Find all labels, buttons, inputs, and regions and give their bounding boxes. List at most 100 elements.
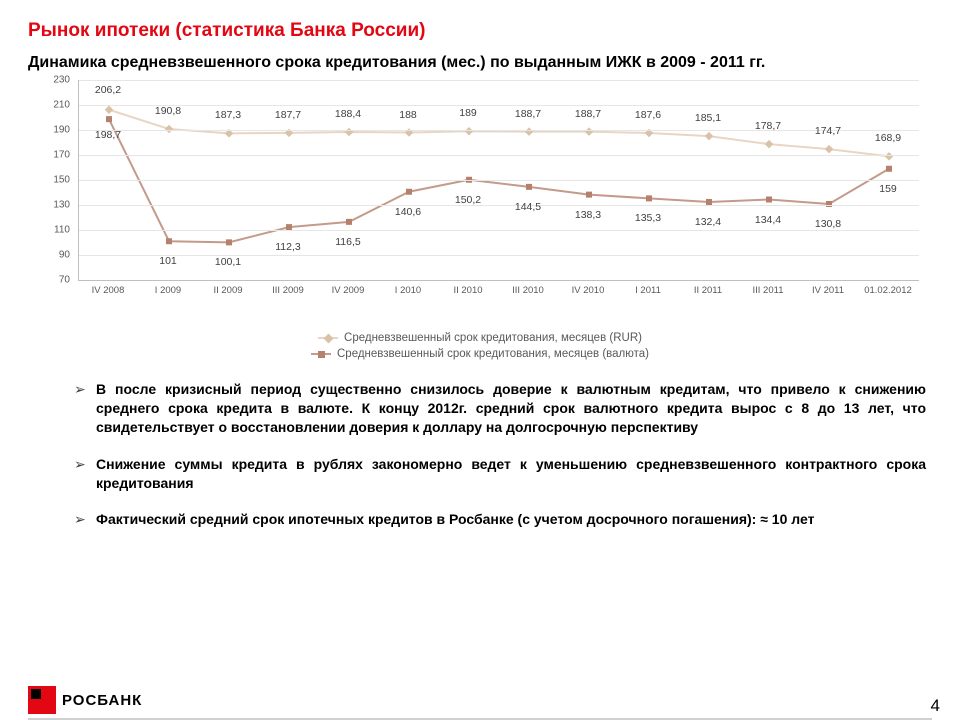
x-tick-label: IV 2009	[332, 285, 365, 296]
x-tick-label: I 2009	[155, 285, 181, 296]
data-label: 132,4	[695, 216, 721, 228]
x-tick-label: II 2011	[694, 285, 722, 296]
data-label: 116,5	[335, 236, 361, 248]
x-tick-label: I 2011	[635, 285, 661, 296]
data-label: 187,3	[215, 109, 241, 121]
data-marker	[166, 238, 172, 244]
data-marker	[825, 145, 833, 153]
legend-item-rur: Средневзвешенный срок кредитования, меся…	[318, 332, 642, 344]
y-tick-label: 110	[54, 225, 70, 236]
data-marker	[886, 166, 892, 172]
data-label: 138,3	[575, 209, 601, 221]
bullet-item: Фактический средний срок ипотечных креди…	[74, 510, 926, 529]
bullet-item: В после кризисный период существенно сни…	[74, 380, 926, 437]
data-label: 135,3	[635, 212, 661, 224]
footer: РОСБАНК 4	[0, 678, 960, 720]
x-tick-label: IV 2008	[92, 285, 125, 296]
grid-line	[79, 80, 919, 81]
y-tick-label: 190	[53, 125, 70, 136]
data-label: 188,7	[575, 108, 601, 120]
line-chart: 7090110130150170190210230 IV 2008I 2009I…	[48, 80, 918, 320]
data-label: 187,6	[635, 109, 661, 121]
x-tick-label: IV 2010	[572, 285, 605, 296]
logo-icon	[28, 686, 56, 714]
data-marker	[585, 127, 593, 135]
data-label: 185,1	[695, 112, 721, 124]
x-tick-label: III 2011	[753, 285, 784, 296]
y-axis: 7090110130150170190210230	[48, 80, 74, 280]
data-label: 168,9	[875, 132, 901, 144]
data-marker	[346, 219, 352, 225]
logo-text: РОСБАНК	[62, 692, 142, 709]
grid-line	[79, 155, 919, 156]
legend-label: Средневзвешенный срок кредитования, меся…	[337, 348, 649, 360]
y-tick-label: 170	[53, 150, 70, 161]
data-label: 198,7	[95, 129, 121, 141]
y-tick-label: 230	[53, 75, 70, 86]
data-marker	[765, 140, 773, 148]
data-label: 188,4	[335, 108, 361, 120]
data-label: 159	[879, 183, 897, 195]
data-marker	[226, 239, 232, 245]
data-label: 178,7	[755, 120, 781, 132]
x-tick-label: 01.02.2012	[864, 285, 912, 296]
grid-line	[79, 255, 919, 256]
y-tick-label: 210	[53, 100, 70, 111]
logo: РОСБАНК	[28, 686, 142, 714]
data-label: 112,3	[275, 241, 301, 253]
data-marker	[465, 127, 473, 135]
page-title: Рынок ипотеки (статистика Банка России)	[28, 20, 932, 42]
grid-line	[79, 130, 919, 131]
data-label: 188,7	[515, 108, 541, 120]
y-tick-label: 130	[53, 200, 70, 211]
data-marker	[705, 132, 713, 140]
page-number: 4	[931, 696, 940, 716]
x-tick-label: III 2010	[512, 285, 544, 296]
data-marker	[165, 125, 173, 133]
data-label: 206,2	[95, 84, 121, 96]
x-tick-label: III 2009	[272, 285, 304, 296]
y-tick-label: 90	[59, 250, 70, 261]
x-tick-label: IV 2011	[812, 285, 844, 296]
x-tick-label: II 2009	[213, 285, 242, 296]
y-tick-label: 70	[59, 275, 70, 286]
x-tick-label: II 2010	[453, 285, 482, 296]
data-label: 189	[459, 107, 477, 119]
data-marker	[826, 201, 832, 207]
grid-line	[79, 105, 919, 106]
data-marker	[885, 152, 893, 160]
legend-label: Средневзвешенный срок кредитования, меся…	[344, 332, 642, 344]
data-label: 144,5	[515, 201, 541, 213]
data-label: 101	[159, 255, 177, 267]
data-marker	[526, 184, 532, 190]
grid-line	[79, 180, 919, 181]
y-tick-label: 150	[53, 175, 70, 186]
data-marker	[525, 127, 533, 135]
x-axis: IV 2008 I 2009 II 2009 III 2009 IV 2009 I 201…	[78, 285, 918, 305]
grid-line	[79, 205, 919, 206]
data-marker	[766, 197, 772, 203]
data-label: 187,7	[275, 109, 301, 121]
data-label: 188	[399, 109, 417, 121]
data-label: 140,6	[395, 206, 421, 218]
data-marker	[586, 192, 592, 198]
grid-line	[79, 230, 919, 231]
data-label: 174,7	[815, 125, 841, 137]
bullet-item: Снижение суммы кредита в рублях закономе…	[74, 455, 926, 493]
slide: Рынок ипотеки (статистика Банка России) …	[0, 0, 960, 720]
plot-area	[78, 80, 919, 281]
data-label: 100,1	[215, 256, 241, 268]
data-marker	[646, 195, 652, 201]
data-label: 134,4	[755, 214, 781, 226]
data-label: 130,8	[815, 218, 841, 230]
data-marker	[406, 189, 412, 195]
legend-item-fx: Средневзвешенный срок кредитования, меся…	[311, 348, 649, 360]
legend: Средневзвешенный срок кредитования, меся…	[28, 330, 932, 362]
data-marker	[105, 106, 113, 114]
data-label: 190,8	[155, 105, 181, 117]
chart-subtitle: Динамика средневзвешенного срока кредито…	[28, 54, 932, 72]
bullet-list: В после кризисный период существенно сни…	[34, 380, 926, 529]
data-label: 150,2	[455, 194, 481, 206]
data-marker	[106, 116, 112, 122]
x-tick-label: I 2010	[395, 285, 421, 296]
